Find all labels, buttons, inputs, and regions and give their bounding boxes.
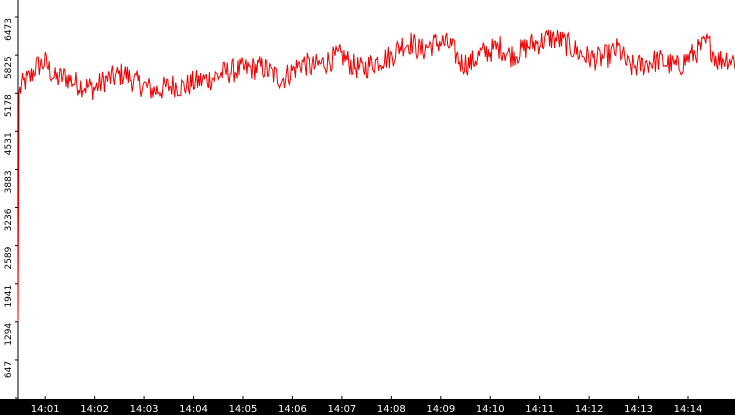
x-tick-label: 14:09 [426,404,455,415]
x-tick-label: 14:10 [476,404,505,415]
y-tick-label: 4531 [4,132,14,155]
series-line [17,29,735,322]
y-tick-label: 2589 [4,246,14,269]
x-tick-label: 14:12 [575,404,604,415]
x-axis: 14:01 14:02 14:03 14:04 14:05 14:06 14:07 14:08… [31,396,703,415]
y-tick-label: 3883 [4,170,14,193]
x-tick-label: 14:06 [278,404,307,415]
x-tick-label: 14:02 [80,404,109,415]
y-tick-label: 5178 [4,94,14,117]
x-tick-label: 14:01 [31,404,60,415]
y-tick-label: 6473 [4,18,14,41]
x-tick-label: 14:11 [525,404,554,415]
y-tick-label: 647 [4,361,14,378]
x-tick-label: 14:04 [179,404,208,415]
x-tick-label: 14:08 [377,404,406,415]
y-tick-label: 3236 [4,208,14,231]
x-tick-label: 14:03 [130,404,159,415]
y-tick-label: 5825 [4,56,14,79]
x-tick-label: 14:05 [229,404,258,415]
series-layer [17,29,735,322]
y-tick-label: 1941 [4,285,14,308]
y-tick-label: 1294 [4,323,14,346]
x-axis-band [0,399,735,415]
x-tick-label: 14:13 [624,404,653,415]
x-tick-label: 14:07 [327,404,356,415]
x-tick-label: 14:14 [674,404,703,415]
